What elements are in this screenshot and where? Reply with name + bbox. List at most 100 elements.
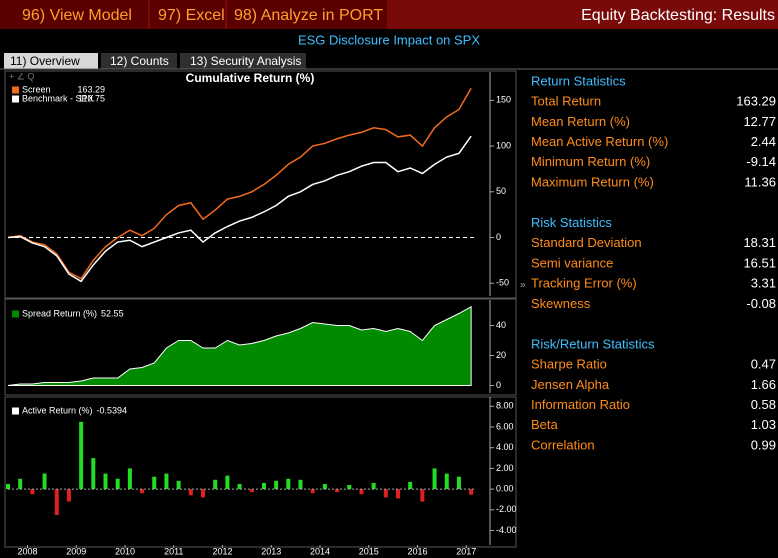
y-tick-label: -50 xyxy=(496,278,509,288)
stat-value: 0.47 xyxy=(751,357,776,372)
legend-label: Active Return (%) xyxy=(22,405,93,415)
stat-label: Total Return xyxy=(531,94,601,109)
bar xyxy=(335,489,340,493)
x-tick-label: 2008 xyxy=(17,546,37,556)
y-tick-label: 50 xyxy=(496,186,506,196)
tab[interactable] xyxy=(101,53,177,69)
line xyxy=(7,87,472,280)
tab[interactable] xyxy=(180,53,306,69)
bar xyxy=(140,489,145,494)
y-tick-label: -2.00 xyxy=(496,504,517,514)
legend-value: 163.29 xyxy=(77,84,105,94)
bar xyxy=(54,489,59,515)
stat-label: Minimum Return (%) xyxy=(531,154,650,169)
stat-label: Skewness xyxy=(531,296,591,311)
stat-label: Sharpe Ratio xyxy=(531,357,607,372)
bar xyxy=(201,489,205,498)
bar xyxy=(432,468,437,490)
x-tick-label: 2014 xyxy=(310,546,330,556)
bar xyxy=(225,475,230,490)
stat-value: 0.99 xyxy=(751,437,776,452)
y-tick-label: 2.00 xyxy=(496,463,514,473)
bar xyxy=(408,481,413,490)
tab-label: 12) Counts xyxy=(110,54,169,68)
stat-label: Standard Deviation xyxy=(531,235,642,250)
legend-label: Spread Return (%) xyxy=(22,308,97,318)
bar xyxy=(310,489,315,494)
toolbar-button[interactable] xyxy=(150,0,225,29)
stats-header: Risk Statistics xyxy=(531,215,612,230)
bar xyxy=(420,489,425,502)
stat-value: 1.66 xyxy=(751,377,776,392)
bar xyxy=(30,489,35,495)
subtitle: ESG Disclosure Impact on SPX xyxy=(298,32,480,47)
y-tick-label: 20 xyxy=(496,350,506,360)
stat-value: 18.31 xyxy=(743,235,776,250)
toolbar-button[interactable] xyxy=(227,0,387,29)
panel-frame xyxy=(4,396,517,548)
window-title: Equity Backtesting: Results xyxy=(581,7,775,24)
stat-value: 11.36 xyxy=(744,174,776,189)
bar xyxy=(249,489,254,493)
x-tick-label: 2015 xyxy=(359,546,379,556)
tab-active[interactable] xyxy=(4,53,98,69)
bar xyxy=(79,421,84,490)
bar xyxy=(103,473,108,490)
stat-value: -0.08 xyxy=(746,296,776,311)
stat-label: Correlation xyxy=(531,437,595,452)
legend-swatch xyxy=(12,310,19,318)
legend-label: Screen xyxy=(22,84,51,94)
bar xyxy=(6,483,10,490)
bar xyxy=(322,483,327,490)
x-tick-label: 2016 xyxy=(407,546,427,556)
panel-frame xyxy=(4,298,517,396)
y-tick-label: 8.00 xyxy=(496,401,514,411)
bar xyxy=(396,489,400,499)
button-label: 96) View Model xyxy=(22,7,132,24)
bar xyxy=(359,489,364,495)
x-tick-label: 2010 xyxy=(115,546,135,556)
stat-value: 3.31 xyxy=(751,276,776,291)
stat-value: 12.77 xyxy=(743,114,776,129)
bar xyxy=(164,473,169,490)
button-label: 98) Analyze in PORT xyxy=(234,7,383,24)
chart-title: Cumulative Return (%) xyxy=(186,71,315,85)
stat-label: Information Ratio xyxy=(531,397,630,412)
y-tick-label: 150 xyxy=(496,95,511,105)
stat-label: Tracking Error (%) xyxy=(531,276,637,291)
legend-value: 110.75 xyxy=(78,93,105,103)
expand-icon[interactable]: » xyxy=(520,280,526,291)
stat-value: 1.03 xyxy=(751,417,776,432)
bar xyxy=(371,482,376,490)
bar xyxy=(127,468,132,490)
stat-value: 16.51 xyxy=(743,255,776,270)
stat-value: 2.44 xyxy=(751,134,776,149)
bar xyxy=(347,484,352,490)
toolbar-button[interactable] xyxy=(0,0,148,29)
y-tick-label: -4.00 xyxy=(496,525,517,535)
legend-value: -0.5394 xyxy=(97,405,128,415)
chart-tools[interactable]: + ∠ Q xyxy=(9,71,34,81)
bar xyxy=(176,480,181,490)
y-tick-label: 0 xyxy=(496,232,501,242)
button-label: 97) Excel xyxy=(158,7,225,24)
stat-label: Mean Return (%) xyxy=(531,114,630,129)
area xyxy=(7,305,472,386)
x-tick-label: 2012 xyxy=(212,546,232,556)
bar xyxy=(66,489,71,502)
bar xyxy=(469,489,474,495)
bar xyxy=(91,458,96,490)
legend-swatch xyxy=(12,86,19,94)
bar xyxy=(383,489,388,498)
bar xyxy=(213,479,218,490)
y-tick-label: 0.00 xyxy=(496,483,514,493)
stat-label: Beta xyxy=(531,417,559,432)
x-tick-label: 2009 xyxy=(66,546,86,556)
legend-swatch xyxy=(12,407,19,415)
bar xyxy=(298,479,303,490)
bar xyxy=(115,478,120,490)
stats-header: Risk/Return Statistics xyxy=(531,336,655,351)
y-tick-label: 4.00 xyxy=(496,442,514,452)
